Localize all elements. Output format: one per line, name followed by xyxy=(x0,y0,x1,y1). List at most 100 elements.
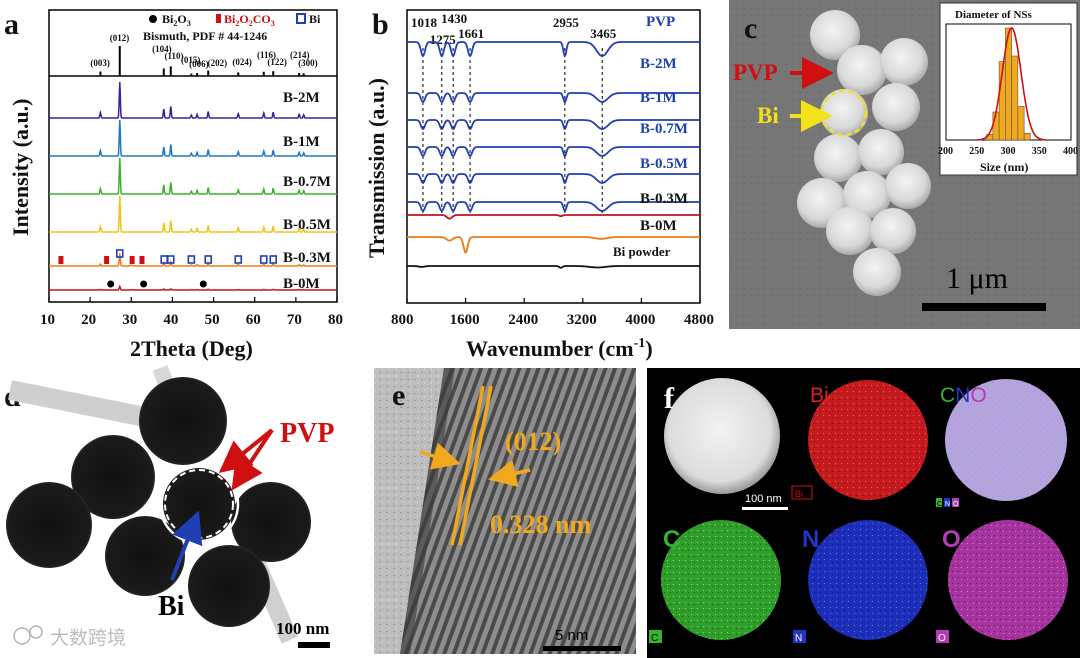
xrd-series-label: B-1M xyxy=(283,134,320,150)
bi-marker xyxy=(115,249,124,258)
bi-arrow-d xyxy=(170,510,203,581)
lattice-arrow-right xyxy=(488,459,531,487)
panel-b-label: b xyxy=(372,8,389,41)
ftir-xlabel: Wavenumber (cm-1) xyxy=(466,336,653,361)
xrd-series-label: B-0.3M xyxy=(283,250,331,266)
bi-map-title: Bi xyxy=(810,384,829,407)
sphere xyxy=(837,45,887,95)
xrd-x-tick: 60 xyxy=(246,312,261,328)
ftir-ylabel: Transmission (a.u.) xyxy=(364,78,389,258)
ftir-series-label: B-0.5M xyxy=(640,156,688,172)
reference-label: Bismuth, PDF # 44-1246 xyxy=(143,29,267,43)
ftir-series xyxy=(407,41,700,269)
xrd-series-label: B-2M xyxy=(283,90,320,106)
ftir-x-tick: 1600 xyxy=(450,312,480,328)
ftir-x-ticks: 800 1600 2400 3200 4000 4800 xyxy=(391,298,714,328)
sphere xyxy=(872,83,920,131)
tem-nanospheres xyxy=(6,377,311,627)
pvp-label-c: PVP xyxy=(733,60,778,85)
xrd-x-tick: 50 xyxy=(205,312,220,328)
inset-x-tick: 350 xyxy=(1032,146,1047,157)
hkl-label: (202) xyxy=(208,58,228,68)
hkl-label: (214) xyxy=(290,50,310,60)
inset-histogram xyxy=(977,27,1047,141)
legend-bi-marker xyxy=(296,13,306,24)
xrd-series-label: B-0.7M xyxy=(283,174,331,190)
bi2o3-marker xyxy=(107,280,115,288)
ftir-series-label: B-0.3M xyxy=(640,191,688,207)
lattice-line-1 xyxy=(450,385,485,546)
inset-bar xyxy=(1011,55,1019,141)
bi-marker xyxy=(160,255,168,264)
legend-bi2o3: Bi2O3 xyxy=(162,12,191,28)
panel-c-label: c xyxy=(744,12,757,45)
xrd-x-tick: 30 xyxy=(122,312,137,328)
ftir-series-b-0-5m xyxy=(407,173,700,185)
bi-marker xyxy=(166,255,175,264)
inset-x-tick: 300 xyxy=(1001,146,1016,157)
bi2o2co3-marker xyxy=(58,256,64,264)
bi-map xyxy=(808,380,928,500)
ftir-x-tick: 2400 xyxy=(508,312,538,328)
cno-tag-n: N xyxy=(945,501,950,508)
sphere xyxy=(105,516,185,596)
ftir-series-label: B-0.7M xyxy=(640,121,688,137)
inset-title: Diameter of NSs xyxy=(955,9,1032,21)
panel-c: c PVP Bi Diameter of NSs 200 250 300 350 400… xyxy=(729,0,1080,329)
hkl-label: (024) xyxy=(232,57,252,67)
lattice-arrow-left xyxy=(419,442,461,470)
sphere xyxy=(870,208,916,254)
sphere xyxy=(810,10,860,60)
reference-pattern xyxy=(49,46,337,77)
xrd-series-label: B-0M xyxy=(283,276,320,292)
bi-marker xyxy=(234,255,243,264)
legend-bi: Bi xyxy=(309,12,321,26)
sphere xyxy=(843,171,891,219)
xrd-series-label: B-0.5M xyxy=(283,217,331,233)
legend-bi2o2co3: Bi2O2CO3 xyxy=(224,12,275,28)
ftir-series-labels: PVP B-2M B-1M B-0.7M B-0.5M B-0.3M B-0M Bi powd… xyxy=(613,14,688,259)
xrd-series-b-0-7m xyxy=(49,157,337,195)
xrd-series xyxy=(49,46,337,291)
sphere xyxy=(820,89,868,137)
inset-bar xyxy=(992,111,1000,141)
sphere xyxy=(163,468,235,540)
tem-scale-label: 100 nm xyxy=(276,619,329,638)
hkl-label: (116) xyxy=(257,50,276,60)
sphere xyxy=(853,248,901,296)
bi-marker xyxy=(187,255,196,264)
inset-x-tick: 400 xyxy=(1063,146,1078,157)
sphere xyxy=(188,545,270,627)
xrd-series-b-0-3m xyxy=(49,253,337,267)
lattice-line-2 xyxy=(458,385,493,546)
sphere xyxy=(71,435,155,519)
hkl-label: (006) xyxy=(189,59,209,69)
panel-a: a Bi2O3 Bi2O2CO3 Bi Bismuth, PDF # 44-12… xyxy=(4,8,343,361)
inset-fit-curve xyxy=(977,27,1047,141)
sem-nanospheres xyxy=(797,10,931,296)
ftir-series-label: B-1M xyxy=(640,90,677,106)
cno-map-title: CNO xyxy=(940,384,987,407)
xrd-x-ticks: 10 20 30 40 50 60 70 80 xyxy=(40,297,343,328)
ftir-series-b-0-3m xyxy=(407,201,700,213)
hrtem-scale-bar xyxy=(543,646,621,651)
peak-label: 2955 xyxy=(553,15,580,30)
sphere xyxy=(139,377,227,465)
hkl-label: (015) xyxy=(181,55,201,65)
sphere xyxy=(6,482,92,568)
xrd-x-tick: 40 xyxy=(163,312,178,328)
panel-e: e (012) 0.328 nm 5 nm xyxy=(374,368,636,654)
xrd-ylabel: Intensity (a.u.) xyxy=(8,98,33,236)
pvp-arrow-d2 xyxy=(231,428,274,491)
bi-marker xyxy=(259,255,268,264)
ftir-series-b-1m xyxy=(407,119,700,131)
bi2o3-marker xyxy=(140,280,148,288)
bi-highlight-circle xyxy=(820,89,868,137)
spacing-label: 0.328 nm xyxy=(490,510,591,539)
inset-x-ticks: 200 250 300 350 400 xyxy=(938,146,1078,157)
ftir-series-b-2m xyxy=(407,92,700,104)
inset-bar xyxy=(1023,132,1031,141)
ftir-x-tick: 4000 xyxy=(625,312,655,328)
haadf-tag: Bi xyxy=(795,489,803,499)
